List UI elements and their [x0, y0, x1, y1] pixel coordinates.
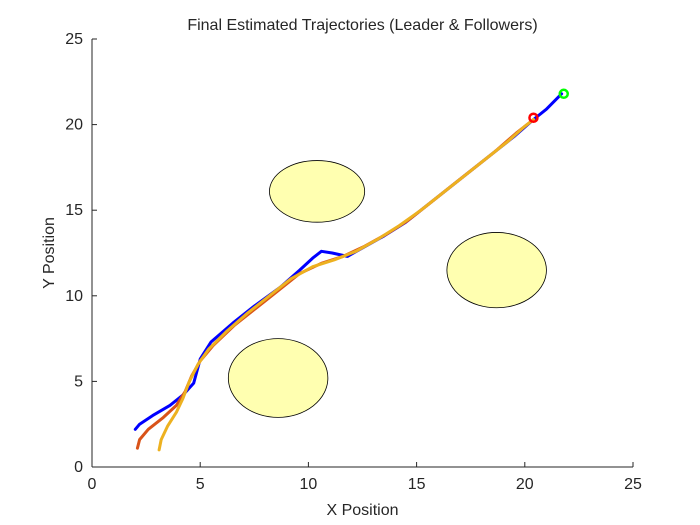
obstacle-1 [269, 160, 366, 223]
y-tick-label: 15 [65, 202, 83, 219]
x-tick-label: 0 [88, 476, 97, 493]
obstacle-2 [446, 232, 547, 309]
axes [91, 39, 633, 468]
x-axis-label: X Position [326, 502, 398, 519]
x-axis-ticks: 0 5 10 15 20 25 [88, 462, 642, 493]
x-tick-label: 5 [196, 476, 205, 493]
marker-layer [528, 88, 570, 124]
obstacle-layer [227, 160, 547, 418]
obstacle-3 [227, 338, 329, 418]
y-tick-label: 25 [65, 31, 83, 48]
y-tick-label: 10 [65, 288, 83, 305]
x-tick-label: 15 [408, 476, 426, 493]
end-marker [528, 112, 539, 124]
y-axis-ticks: 0 5 10 15 20 25 [65, 31, 97, 476]
y-axis-label: Y Position [41, 217, 58, 289]
chart-title: Final Estimated Trajectories (Leader & F… [187, 17, 537, 34]
trajectory-layer [133, 92, 564, 452]
x-tick-label: 10 [300, 476, 318, 493]
y-tick-label: 0 [74, 459, 83, 476]
x-tick-label: 20 [516, 476, 534, 493]
x-tick-label: 25 [624, 476, 642, 493]
start-marker [558, 88, 570, 100]
trajectory-line-3 [157, 118, 535, 452]
y-tick-label: 5 [74, 373, 83, 390]
y-tick-label: 20 [65, 117, 83, 134]
